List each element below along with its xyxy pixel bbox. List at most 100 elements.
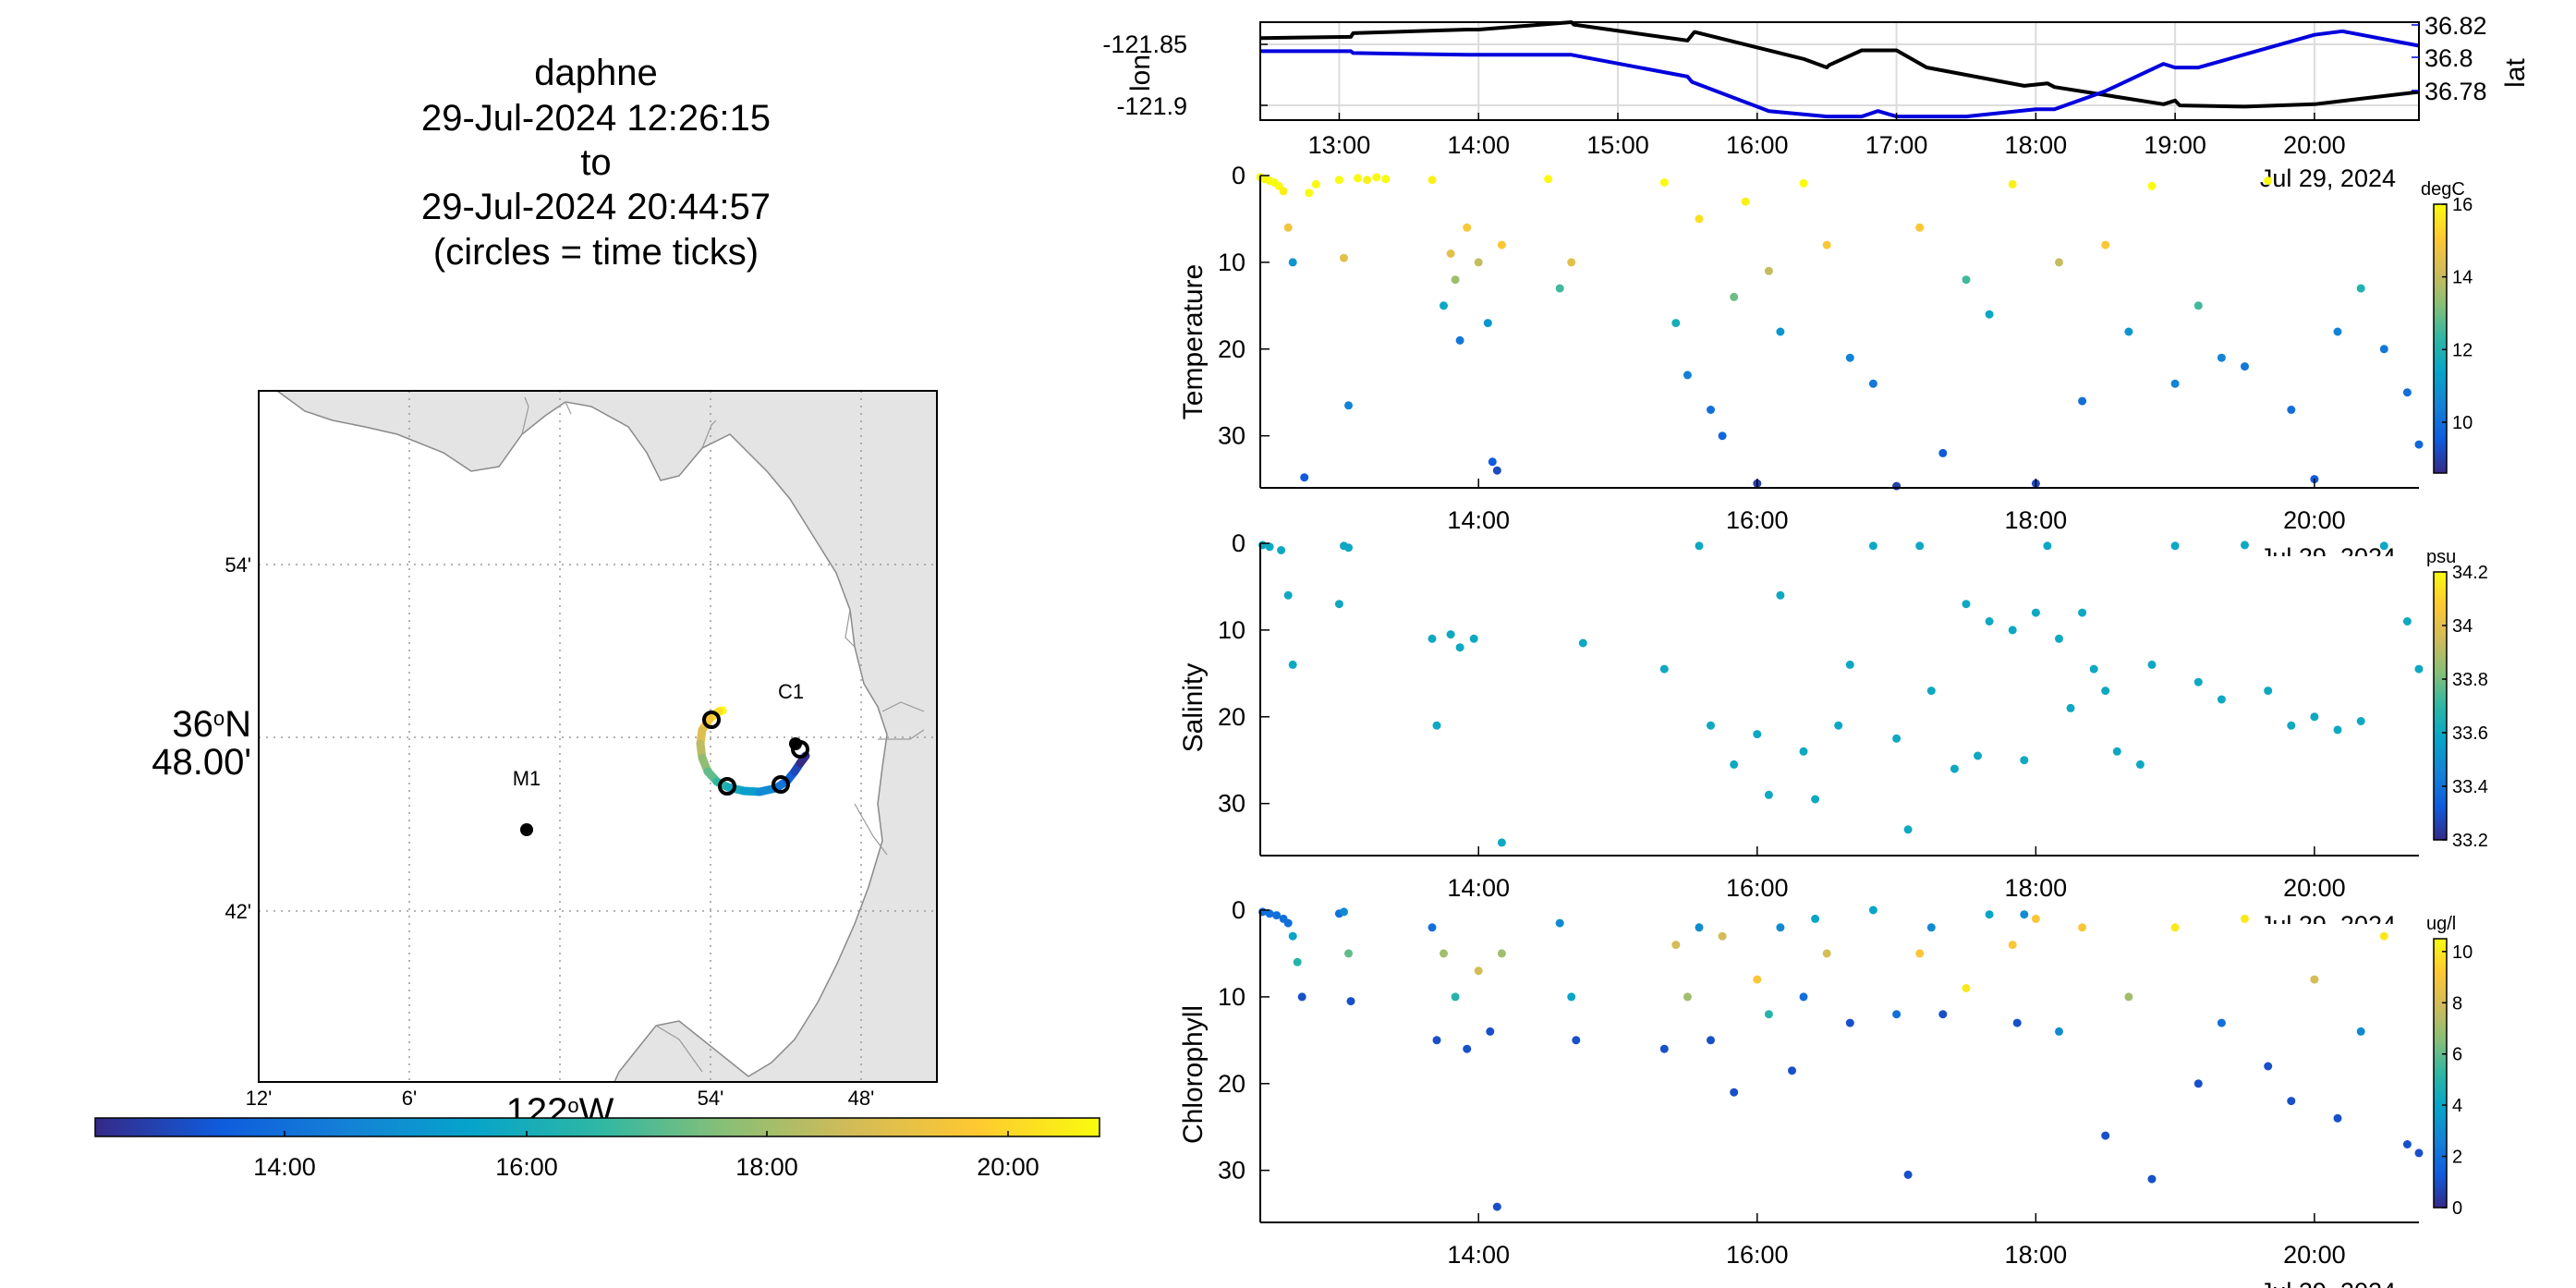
salinity-point bbox=[1834, 721, 1843, 730]
map-lon-degree-label: 122oW bbox=[506, 1091, 614, 1132]
temperature-point bbox=[2414, 440, 2424, 449]
lat-axis-label: lat bbox=[2500, 57, 2531, 87]
chlorophyll-y-tick: 10 bbox=[1218, 983, 1245, 1011]
temperature-point bbox=[2287, 406, 2296, 414]
chlorophyll-point bbox=[1344, 949, 1353, 958]
chlorophyll-point bbox=[2170, 923, 2180, 932]
time-tick-circle bbox=[702, 711, 721, 729]
temperature-point bbox=[1288, 258, 1297, 267]
temperature-point bbox=[1915, 223, 1925, 232]
temperature-point bbox=[1344, 401, 1353, 410]
salinity-y-tick: 10 bbox=[1218, 616, 1245, 644]
station-c1-marker bbox=[789, 737, 802, 750]
temperature-point bbox=[1474, 258, 1483, 267]
salinity-point bbox=[1892, 734, 1902, 743]
temperature-point bbox=[2124, 327, 2133, 336]
temperature-colorbar-tick: 10 bbox=[2452, 413, 2473, 433]
chlorophyll-point bbox=[1440, 949, 1448, 958]
temperature-point bbox=[1938, 448, 1948, 457]
salinity-y-tick: 30 bbox=[1218, 790, 1245, 818]
temperature-point bbox=[2147, 181, 2157, 190]
title-line-5: (circles = time ticks) bbox=[433, 232, 759, 273]
chlorophyll-point bbox=[1695, 923, 1704, 932]
salinity-point bbox=[2066, 703, 2075, 712]
chlorophyll-point bbox=[1432, 1036, 1441, 1045]
chlorophyll-point bbox=[1915, 949, 1925, 958]
time-colorbar: 14:00 16:00 18:00 20:00 bbox=[94, 1117, 1100, 1181]
salinity-point bbox=[2170, 541, 2180, 551]
map-lon-tick-12: 12' bbox=[246, 1087, 273, 1110]
chlorophyll-colorbar-tick: 8 bbox=[2452, 993, 2462, 1014]
salinity-point bbox=[1950, 764, 1959, 773]
chlorophyll-y-tick: 20 bbox=[1218, 1070, 1245, 1098]
salinity-point bbox=[2287, 721, 2296, 730]
chlorophyll-point bbox=[1845, 1018, 1854, 1027]
salinity-profile-chart: Salinity psu 0 10 20 30 14:00 16:00 18:00 20:00… bbox=[1178, 529, 2488, 924]
salinity-colorbar bbox=[2433, 571, 2448, 841]
chlorophyll-point bbox=[2356, 1027, 2365, 1036]
chlorophyll-point bbox=[1811, 914, 1820, 923]
temperature-point bbox=[2402, 388, 2412, 397]
map-lon-tick-54: 54' bbox=[698, 1087, 724, 1110]
temperature-x-tick: 18:00 bbox=[2005, 506, 2068, 534]
chlorophyll-y-tick: 0 bbox=[1232, 896, 1245, 924]
chlorophyll-point bbox=[1463, 1044, 1472, 1053]
temperature-point bbox=[1730, 292, 1739, 301]
chlorophyll-point bbox=[1340, 907, 1348, 917]
temperature-point bbox=[1363, 176, 1372, 185]
chlorophyll-point bbox=[2287, 1097, 2296, 1106]
temperature-point bbox=[2101, 240, 2110, 249]
time-colorbar-tick: 14:00 bbox=[253, 1153, 316, 1181]
salinity-point bbox=[1334, 600, 1343, 609]
chlorophyll-point bbox=[1799, 992, 1808, 1002]
lon-lat-x-tick: 15:00 bbox=[1586, 131, 1649, 159]
temperature-point bbox=[1311, 179, 1320, 188]
temperature-point bbox=[1300, 473, 1309, 482]
salinity-colorbar-tick: 33.4 bbox=[2452, 777, 2488, 797]
salinity-point bbox=[2008, 626, 2017, 635]
temperature-point bbox=[1892, 481, 1902, 491]
chlorophyll-point bbox=[1567, 992, 1576, 1002]
chlorophyll-point bbox=[1283, 918, 1293, 928]
chlorophyll-point bbox=[2217, 1018, 2226, 1027]
chlorophyll-point bbox=[1288, 931, 1297, 941]
chlorophyll-colorbar bbox=[2433, 938, 2448, 1209]
temperature-point bbox=[2193, 301, 2203, 310]
temperature-x-tick: 14:00 bbox=[1447, 506, 1510, 534]
salinity-point bbox=[1455, 643, 1464, 652]
lon-lat-axes-box bbox=[1259, 21, 2420, 121]
temperature-point bbox=[1544, 175, 1553, 184]
temperature-point bbox=[2217, 353, 2226, 362]
chlorophyll-point bbox=[1822, 949, 1831, 958]
chlorophyll-point bbox=[1938, 1010, 1948, 1019]
chlorophyll-point bbox=[1892, 1010, 1902, 1019]
coastline-land bbox=[274, 390, 938, 1083]
salinity-point bbox=[1344, 543, 1353, 553]
temperature-point bbox=[1776, 327, 1785, 336]
lon-lat-x-tick: 16:00 bbox=[1726, 131, 1789, 159]
salinity-point bbox=[2112, 747, 2121, 756]
time-tick-circles bbox=[702, 711, 809, 796]
chlorophyll-point bbox=[2031, 914, 2040, 923]
temperature-point bbox=[1440, 301, 1448, 310]
chlorophyll-x-tick: 18:00 bbox=[2005, 1241, 2068, 1269]
chlorophyll-point bbox=[1265, 909, 1274, 918]
temperature-point bbox=[1492, 466, 1501, 475]
station-c1-label: C1 bbox=[778, 680, 804, 703]
temperature-colorbar-unit: degC bbox=[2421, 179, 2465, 200]
chlorophyll-colorbar-tick: 6 bbox=[2452, 1045, 2462, 1065]
temperature-point bbox=[2078, 396, 2087, 406]
salinity-point bbox=[1868, 541, 1877, 551]
salinity-point bbox=[2135, 759, 2145, 769]
temperature-point bbox=[1555, 284, 1564, 293]
salinity-point bbox=[1730, 759, 1739, 769]
chlorophyll-point bbox=[2333, 1113, 2342, 1123]
chlorophyll-point bbox=[1297, 992, 1306, 1002]
temperature-colorbar-tick: 14 bbox=[2452, 268, 2473, 288]
title-line-4: 29-Jul-2024 20:44:57 bbox=[421, 187, 771, 227]
temperature-point bbox=[1428, 176, 1437, 185]
temperature-point bbox=[1822, 240, 1831, 249]
lat-tick: 36.82 bbox=[2424, 12, 2487, 40]
salinity-point bbox=[1277, 546, 1286, 554]
